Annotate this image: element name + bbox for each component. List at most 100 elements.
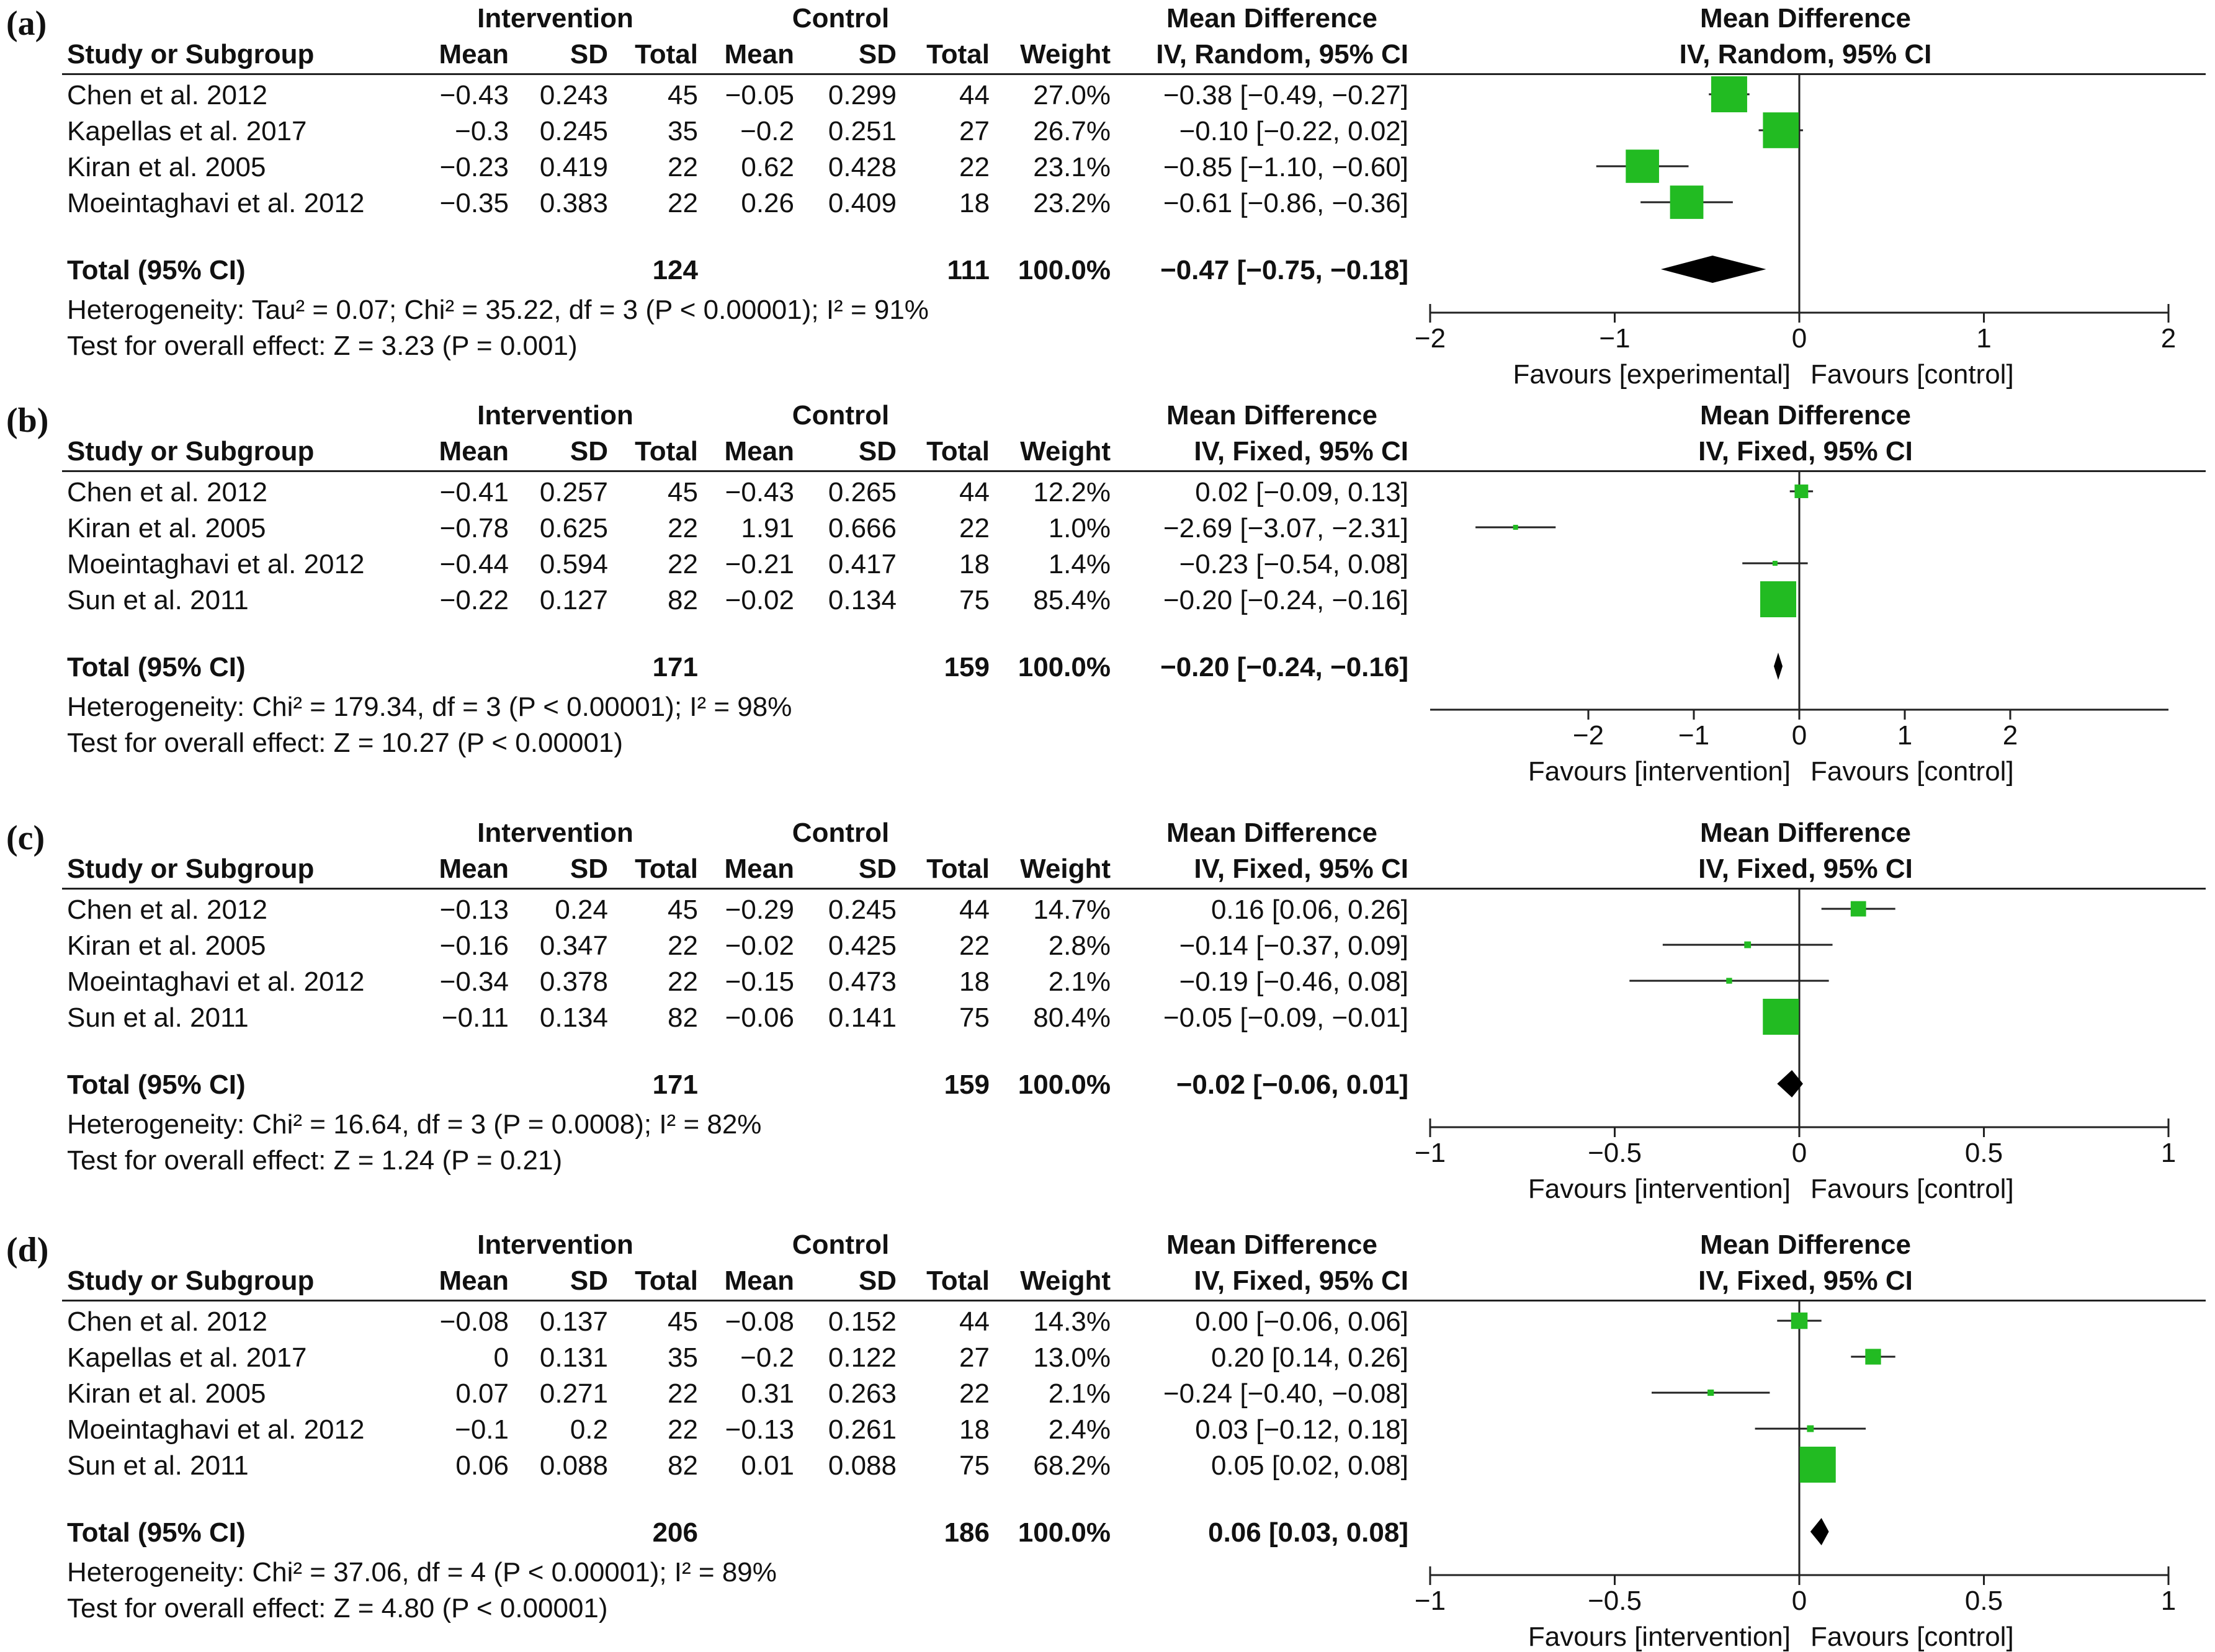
int-total: 22 — [668, 931, 698, 961]
heterogeneity-text: Heterogeneity: Tau² = 0.07; Chi² = 35.22… — [67, 295, 929, 325]
col-int-sd-header: SD — [570, 39, 608, 69]
md-ci-text: −0.61 [−0.86, −0.36] — [1163, 188, 1408, 218]
study-name: Kiran et al. 2005 — [67, 152, 266, 182]
ctl-total: 75 — [959, 1450, 990, 1481]
panel-label: (a) — [6, 4, 47, 43]
md-group-header: Mean Difference — [1166, 3, 1377, 33]
int-total: 22 — [668, 549, 698, 579]
col-study-header: Study or Subgroup — [67, 436, 315, 467]
ctl-sd: 0.251 — [828, 116, 897, 146]
study-effect-square — [1763, 112, 1799, 148]
panel-label: (b) — [6, 401, 49, 440]
plot-method-header: IV, Fixed, 95% CI — [1698, 854, 1913, 884]
x-tick-label: −2 — [1573, 720, 1604, 751]
study-name: Moeintaghavi et al. 2012 — [67, 1414, 365, 1445]
total-ci-text: 0.06 [0.03, 0.08] — [1208, 1517, 1408, 1548]
int-sd: 0.131 — [539, 1342, 608, 1373]
ctl-total: 18 — [959, 967, 990, 997]
weight-value: 13.0% — [1033, 1342, 1111, 1373]
header-rule — [62, 470, 2206, 472]
ctl-sd: 0.666 — [828, 513, 897, 543]
md-ci-text: −0.85 [−1.10, −0.60] — [1163, 152, 1408, 182]
int-sd: 0.347 — [539, 931, 608, 961]
col-int-sd-header: SD — [570, 854, 608, 884]
col-int-mean-header: Mean — [439, 39, 509, 69]
header-rule — [62, 73, 2206, 75]
header-rule — [62, 1300, 2206, 1302]
int-sd: 0.134 — [539, 1002, 608, 1033]
study-effect-square — [1772, 561, 1778, 566]
ctl-mean: −0.13 — [725, 1414, 794, 1445]
total-ctl-n: 111 — [947, 255, 990, 285]
study-name: Kiran et al. 2005 — [67, 1378, 266, 1409]
int-mean: −0.34 — [439, 967, 509, 997]
favours-right-label: Favours [control] — [1810, 359, 2014, 390]
md-ci-text: −0.23 [−0.54, 0.08] — [1179, 549, 1408, 579]
plot-md-header: Mean Difference — [1700, 400, 1911, 431]
md-ci-text: −0.19 [−0.46, 0.08] — [1179, 967, 1408, 997]
study-effect-square — [1794, 484, 1809, 498]
ctl-mean: 0.31 — [741, 1378, 794, 1409]
study-effect-square — [1850, 901, 1866, 917]
col-weight-header: Weight — [1020, 1266, 1111, 1296]
study-effect-square — [1763, 999, 1799, 1035]
md-ci-text: −0.14 [−0.37, 0.09] — [1179, 931, 1408, 961]
int-total: 82 — [668, 1450, 698, 1481]
col-ctl-total-header: Total — [926, 854, 990, 884]
ctl-total: 75 — [959, 1002, 990, 1033]
control-group-header: Control — [792, 3, 890, 33]
weight-value: 2.8% — [1048, 931, 1111, 961]
favours-right-label: Favours [control] — [1810, 1622, 2014, 1652]
forest-plot-area: −1 −0.5 0 0.5 1 Favours [intervention] Favours… — [1415, 888, 2176, 1204]
plot-method-header: IV, Fixed, 95% CI — [1698, 436, 1913, 467]
pooled-effect-diamond — [1660, 256, 1766, 283]
int-sd: 0.271 — [539, 1378, 608, 1409]
control-group-header: Control — [792, 818, 890, 848]
x-tick-label: −2 — [1415, 323, 1446, 354]
ctl-total: 22 — [959, 931, 990, 961]
heterogeneity-text: Heterogeneity: Chi² = 179.34, df = 3 (P … — [67, 692, 792, 722]
ctl-total: 75 — [959, 585, 990, 615]
weight-value: 80.4% — [1033, 1002, 1111, 1033]
intervention-group-header: Intervention — [477, 1230, 633, 1260]
x-tick-label: −1 — [1678, 720, 1709, 751]
int-mean: −0.16 — [439, 931, 509, 961]
md-ci-text: −0.38 [−0.49, −0.27] — [1163, 80, 1408, 110]
plot-md-header: Mean Difference — [1700, 818, 1911, 848]
ctl-total: 18 — [959, 549, 990, 579]
weight-value: 2.1% — [1048, 967, 1111, 997]
forest-plot-area: −2 −1 0 1 2 Favours [intervention] Favours [co… — [1430, 470, 2168, 787]
int-mean: −0.41 — [439, 477, 509, 507]
ctl-sd: 0.088 — [828, 1450, 897, 1481]
ctl-total: 18 — [959, 188, 990, 218]
int-sd: 0.137 — [539, 1306, 608, 1337]
col-ctl-total-header: Total — [926, 1266, 990, 1296]
col-ctl-sd-header: SD — [858, 39, 897, 69]
x-tick-label: −1 — [1415, 1138, 1446, 1168]
int-mean: −0.22 — [439, 585, 509, 615]
total-weight: 100.0% — [1018, 652, 1111, 682]
col-study-header: Study or Subgroup — [67, 854, 315, 884]
ctl-mean: −0.02 — [725, 585, 794, 615]
favours-left-label: Favours [intervention] — [1528, 756, 1791, 787]
intervention-group-header: Intervention — [477, 3, 633, 33]
weight-value: 1.4% — [1048, 549, 1111, 579]
x-tick-label: 0 — [1792, 720, 1807, 751]
col-md-method-header: IV, Fixed, 95% CI — [1194, 1266, 1408, 1296]
md-ci-text: 0.05 [0.02, 0.08] — [1210, 1450, 1408, 1481]
int-mean: −0.08 — [439, 1306, 509, 1337]
total-weight: 100.0% — [1018, 1517, 1111, 1548]
favours-left-label: Favours [intervention] — [1528, 1622, 1791, 1652]
int-sd: 0.378 — [539, 967, 608, 997]
x-tick-label: −1 — [1415, 1586, 1446, 1616]
int-mean: 0.07 — [455, 1378, 509, 1409]
study-name: Moeintaghavi et al. 2012 — [67, 188, 365, 218]
col-ctl-mean-header: Mean — [724, 1266, 794, 1296]
total-ctl-n: 159 — [944, 1069, 990, 1100]
int-total: 22 — [668, 1378, 698, 1409]
weight-value: 12.2% — [1033, 477, 1111, 507]
total-ci-text: −0.20 [−0.24, −0.16] — [1160, 652, 1408, 682]
study-effect-square — [1865, 1349, 1881, 1365]
col-ctl-total-header: Total — [926, 39, 990, 69]
x-tick-label: −0.5 — [1588, 1586, 1642, 1616]
